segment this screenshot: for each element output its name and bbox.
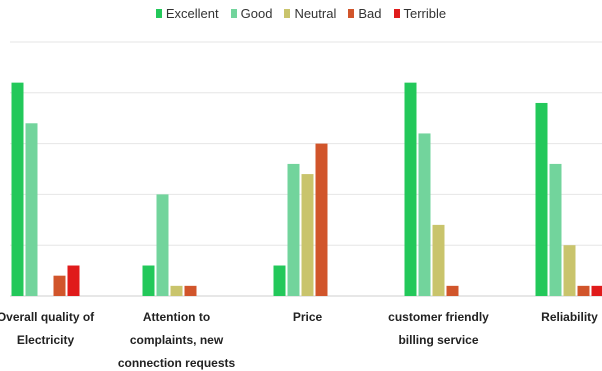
bar	[535, 102, 548, 297]
bar	[142, 265, 155, 296]
bar	[67, 265, 80, 296]
legend-item: Good	[230, 6, 273, 21]
bar	[184, 285, 197, 296]
legend-swatch	[230, 9, 237, 18]
legend-swatch	[155, 9, 162, 18]
bar	[563, 245, 576, 296]
bar	[577, 285, 590, 296]
x-tick-label: customer friendly billing service	[388, 310, 489, 347]
bar	[432, 224, 445, 296]
x-tick-label: Attention to complaints, new connection …	[117, 310, 236, 370]
bar	[301, 174, 314, 296]
x-tick-label: Overall quality of Electricity	[0, 310, 95, 347]
legend-swatch	[393, 9, 400, 18]
legend-item: Excellent	[155, 6, 219, 21]
legend-swatch	[284, 9, 291, 18]
bar	[591, 285, 602, 296]
legend-label: Terrible	[403, 6, 447, 21]
bar	[404, 82, 417, 296]
bar	[273, 265, 286, 296]
bar	[170, 285, 183, 296]
x-tick-label: Reliability	[541, 310, 598, 324]
bar	[11, 82, 24, 296]
bar	[156, 194, 169, 296]
bar	[25, 123, 38, 296]
legend-label: Bad	[358, 6, 382, 21]
bar	[53, 275, 66, 296]
legend-label: Good	[240, 6, 273, 21]
legend-item: Bad	[348, 6, 382, 21]
legend: Excellent Good Neutral Bad Terrible	[0, 6, 602, 21]
legend-label: Neutral	[294, 6, 337, 21]
bar	[446, 285, 459, 296]
bar	[315, 143, 328, 296]
legend-item: Neutral	[284, 6, 336, 21]
bar	[287, 163, 300, 296]
legend-label: Excellent	[165, 6, 219, 21]
legend-item: Terrible	[393, 6, 447, 21]
legend-swatch	[348, 9, 355, 18]
x-tick-label: Price	[292, 310, 323, 324]
bar	[418, 133, 431, 296]
bar	[549, 163, 562, 296]
